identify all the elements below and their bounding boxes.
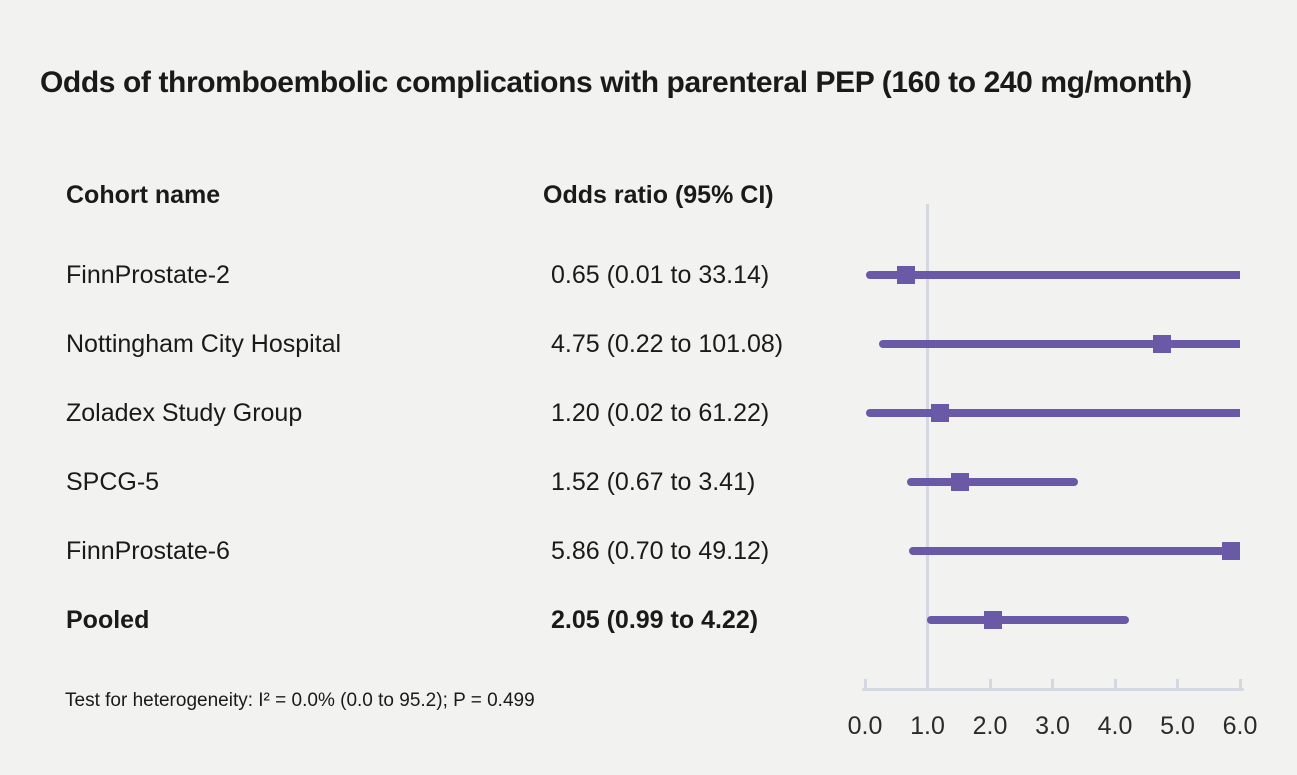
odds-ratio-marker [931, 404, 949, 422]
x-axis-tick [1051, 679, 1054, 688]
odds-ratio-marker [951, 473, 969, 491]
x-axis-tick [863, 679, 867, 688]
cohort-name-label: SPCG-5 [66, 468, 160, 496]
odds-ratio-value: 4.75 (0.22 to 101.08) [551, 330, 784, 358]
x-axis-tick-label: 5.0 [1160, 712, 1195, 740]
x-axis-tick-label: 0.0 [847, 712, 883, 740]
confidence-interval-line [866, 409, 1240, 417]
odds-ratio-value: 0.65 (0.01 to 33.14) [551, 261, 770, 289]
odds-ratio-marker [984, 611, 1003, 629]
x-axis-tick-label: 1.0 [910, 712, 945, 740]
odds-ratio-value: 1.52 (0.67 to 3.41) [551, 468, 756, 496]
x-axis-tick [1238, 679, 1242, 688]
column-header-odds-ratio: Odds ratio (95% CI) [543, 181, 774, 209]
x-axis-tick-label: 4.0 [1097, 712, 1133, 740]
odds-ratio-value: 2.05 (0.99 to 4.22) [551, 606, 759, 634]
figure-title: Odds of thromboembolic complications wit… [40, 66, 1192, 99]
x-axis-tick-label: 2.0 [972, 712, 1008, 740]
confidence-interval-line [906, 478, 1079, 486]
cohort-name-label: Nottingham City Hospital [66, 330, 342, 358]
odds-ratio-value: 1.20 (0.02 to 61.22) [551, 399, 770, 427]
reference-line-at-1 [926, 204, 929, 691]
cohort-name-label: FinnProstate-6 [66, 537, 230, 565]
x-axis-tick [1176, 679, 1179, 688]
confidence-interval-line [878, 340, 1240, 348]
x-axis-tick [926, 679, 929, 688]
cohort-name-label: Zoladex Study Group [66, 399, 303, 427]
odds-ratio-marker [1222, 542, 1241, 560]
heterogeneity-footnote: Test for heterogeneity: I² = 0.0% (0.0 t… [65, 690, 535, 711]
x-axis-tick [988, 679, 992, 688]
odds-ratio-marker [896, 266, 915, 284]
confidence-interval-line [908, 547, 1240, 555]
odds-ratio-value: 5.86 (0.70 to 49.12) [551, 537, 770, 565]
column-header-cohort-name: Cohort name [66, 181, 221, 209]
x-axis-line [862, 688, 1244, 691]
confidence-interval-line [865, 271, 1240, 279]
x-axis-tick-label: 6.0 [1222, 712, 1258, 740]
x-axis-tick-label: 3.0 [1035, 712, 1070, 740]
x-axis-tick [1113, 679, 1117, 688]
cohort-name-label: FinnProstate-2 [66, 261, 230, 289]
confidence-interval-line [926, 616, 1129, 624]
odds-ratio-marker [1152, 335, 1171, 353]
cohort-name-label: Pooled [66, 606, 150, 634]
